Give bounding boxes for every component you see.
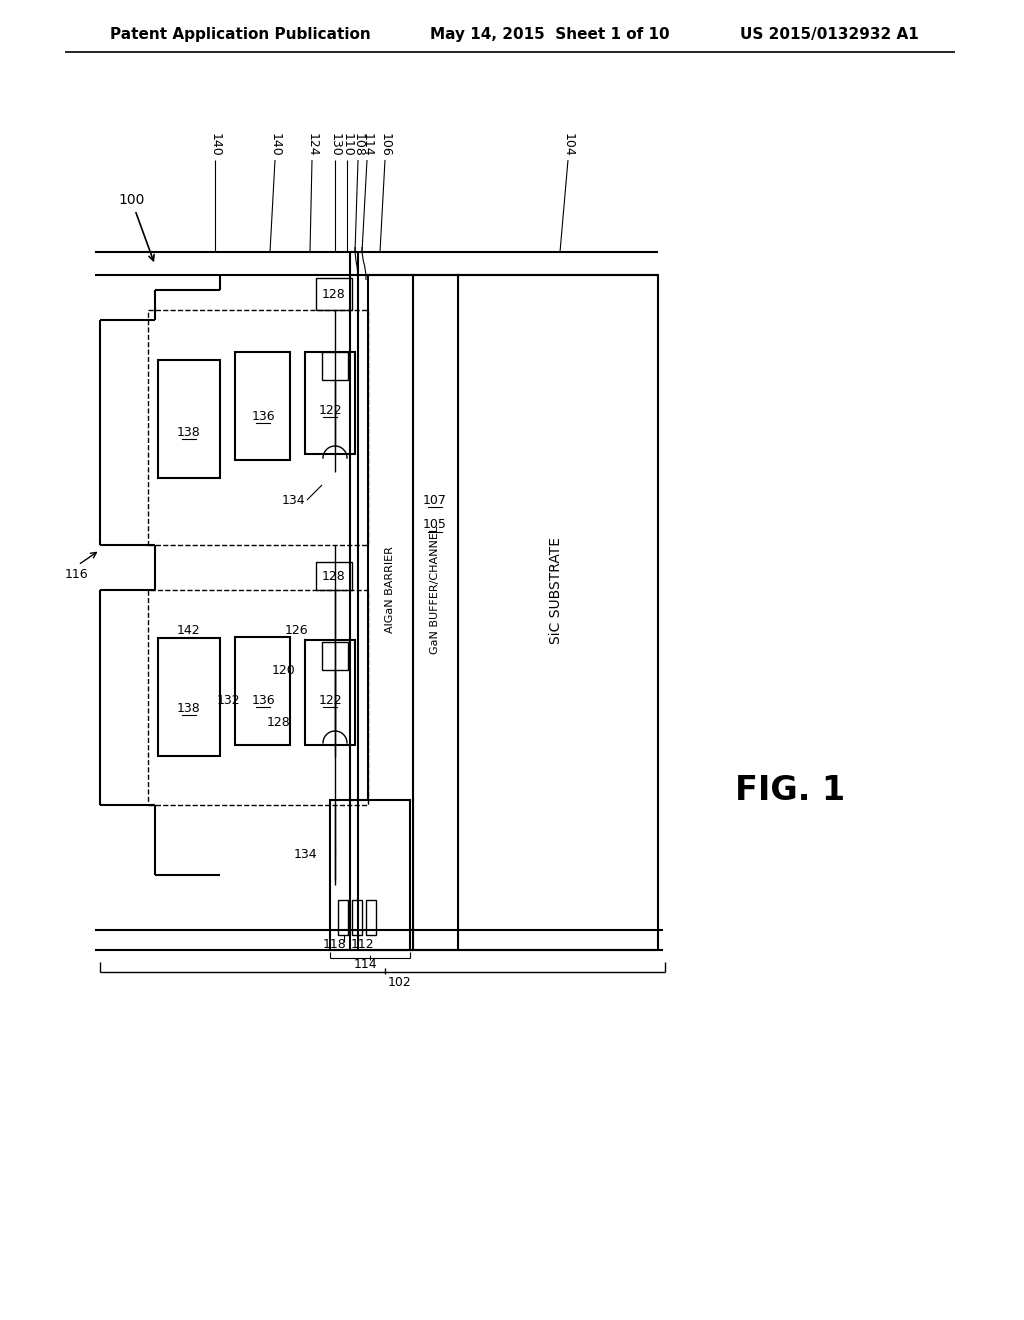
- Text: 134: 134: [293, 849, 316, 862]
- Text: 122: 122: [318, 404, 342, 417]
- Bar: [338, 900, 348, 935]
- Text: AlGaN BARRIER: AlGaN BARRIER: [385, 546, 395, 634]
- Bar: [458, 275, 658, 950]
- Text: 105: 105: [423, 519, 446, 532]
- Bar: [234, 352, 290, 459]
- Text: US 2015/0132932 A1: US 2015/0132932 A1: [740, 28, 919, 42]
- Text: 114: 114: [353, 958, 377, 972]
- Bar: [158, 360, 220, 478]
- Text: 107: 107: [423, 494, 446, 507]
- Bar: [316, 562, 352, 590]
- Text: 126: 126: [285, 623, 308, 636]
- Text: 110: 110: [341, 133, 353, 157]
- Bar: [366, 900, 376, 935]
- Bar: [148, 590, 368, 805]
- Text: 118: 118: [324, 939, 347, 952]
- Text: 138: 138: [177, 701, 201, 714]
- Text: GaN BUFFER/CHANNEL: GaN BUFFER/CHANNEL: [430, 525, 440, 655]
- Text: 124: 124: [305, 133, 318, 157]
- Text: 100: 100: [118, 193, 144, 207]
- Bar: [322, 352, 348, 380]
- Text: 132: 132: [216, 693, 240, 706]
- Text: 128: 128: [266, 715, 290, 729]
- Text: 104: 104: [561, 133, 574, 157]
- Bar: [352, 900, 362, 935]
- Bar: [305, 352, 355, 454]
- Text: May 14, 2015  Sheet 1 of 10: May 14, 2015 Sheet 1 of 10: [430, 28, 670, 42]
- Text: 128: 128: [323, 288, 346, 301]
- Text: 138: 138: [177, 425, 201, 438]
- Text: SiC SUBSTRATE: SiC SUBSTRATE: [549, 536, 563, 644]
- Bar: [368, 275, 413, 950]
- Text: 120: 120: [271, 664, 295, 676]
- Text: 136: 136: [251, 693, 274, 706]
- Text: 136: 136: [251, 409, 274, 422]
- Text: 142: 142: [176, 623, 200, 636]
- Text: 140: 140: [268, 133, 282, 157]
- Bar: [234, 638, 290, 744]
- Text: 108: 108: [351, 133, 365, 157]
- Text: 114: 114: [360, 133, 374, 157]
- Text: 128: 128: [323, 569, 346, 582]
- Bar: [158, 638, 220, 756]
- Text: 122: 122: [318, 693, 342, 706]
- Text: FIG. 1: FIG. 1: [735, 774, 845, 807]
- Text: 116: 116: [65, 569, 89, 582]
- Bar: [322, 642, 348, 671]
- Bar: [305, 640, 355, 744]
- Text: Patent Application Publication: Patent Application Publication: [110, 28, 371, 42]
- Bar: [148, 310, 368, 545]
- Text: 112: 112: [350, 939, 374, 952]
- Text: 130: 130: [329, 133, 341, 157]
- Bar: [316, 279, 352, 310]
- Text: 134: 134: [282, 494, 305, 507]
- Text: 106: 106: [379, 133, 391, 157]
- Text: 102: 102: [388, 975, 412, 989]
- Bar: [413, 275, 458, 950]
- Text: 140: 140: [209, 133, 221, 157]
- Bar: [330, 800, 410, 950]
